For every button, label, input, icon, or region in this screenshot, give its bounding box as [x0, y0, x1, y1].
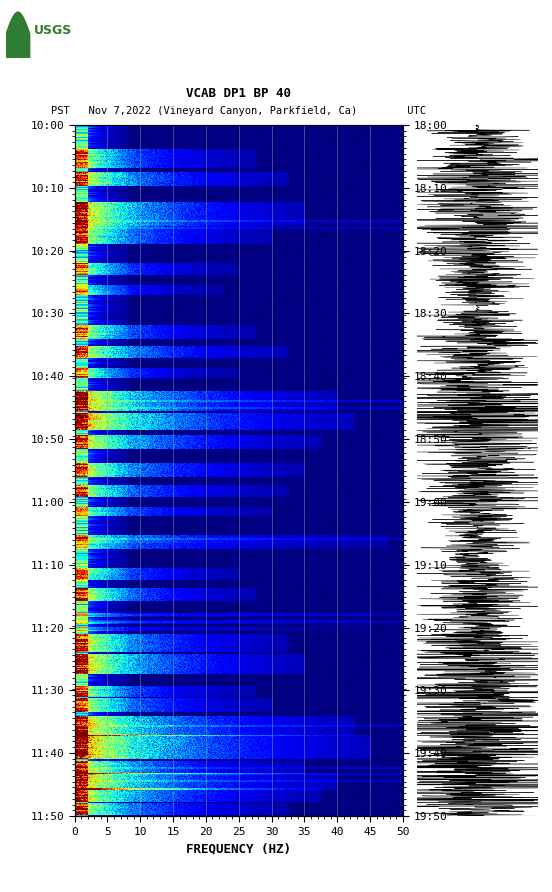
Polygon shape — [6, 12, 30, 58]
Text: VCAB DP1 BP 40: VCAB DP1 BP 40 — [186, 87, 291, 100]
Text: USGS: USGS — [34, 24, 72, 37]
X-axis label: FREQUENCY (HZ): FREQUENCY (HZ) — [186, 842, 291, 855]
Text: PST   Nov 7,2022 (Vineyard Canyon, Parkfield, Ca)        UTC: PST Nov 7,2022 (Vineyard Canyon, Parkfie… — [51, 106, 426, 116]
